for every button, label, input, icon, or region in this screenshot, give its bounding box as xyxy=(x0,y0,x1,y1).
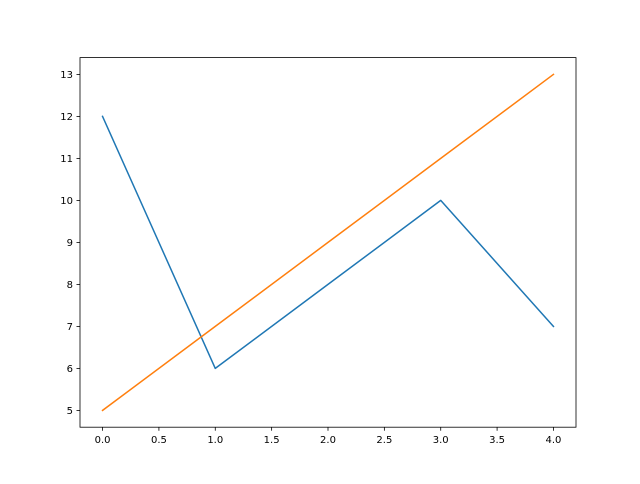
x-tick-label: 4.0 xyxy=(546,435,562,446)
y-tick-label: 6 xyxy=(67,364,73,375)
y-axis: 5 6 7 8 9 10 11 12 13 xyxy=(60,70,80,417)
y-tick-label: 10 xyxy=(60,196,73,207)
y-tick-label: 9 xyxy=(67,238,73,249)
axes-frame xyxy=(79,57,577,428)
x-tick-label: 0.5 xyxy=(151,435,167,446)
x-tick-label: 1.0 xyxy=(207,435,223,446)
y-tick-label: 12 xyxy=(60,112,73,123)
x-tick-label: 2.0 xyxy=(320,435,336,446)
y-tick-label: 5 xyxy=(67,406,73,417)
x-tick-label: 0.0 xyxy=(95,435,111,446)
plot-lines xyxy=(101,73,555,412)
x-axis: 0.0 0.5 1.0 1.5 2.0 2.5 3.0 3.5 4.0 xyxy=(95,427,562,446)
y-tick-label: 11 xyxy=(60,154,73,165)
y-tick-label: 7 xyxy=(67,322,73,333)
x-tick-label: 1.5 xyxy=(264,435,280,446)
x-tick-label: 3.5 xyxy=(489,435,505,446)
series-line-0 xyxy=(101,115,555,370)
series-line-1 xyxy=(101,73,555,412)
x-tick-label: 2.5 xyxy=(376,435,392,446)
y-tick-label: 8 xyxy=(67,280,73,291)
x-tick-label: 3.0 xyxy=(433,435,449,446)
y-tick-label: 13 xyxy=(60,70,73,81)
